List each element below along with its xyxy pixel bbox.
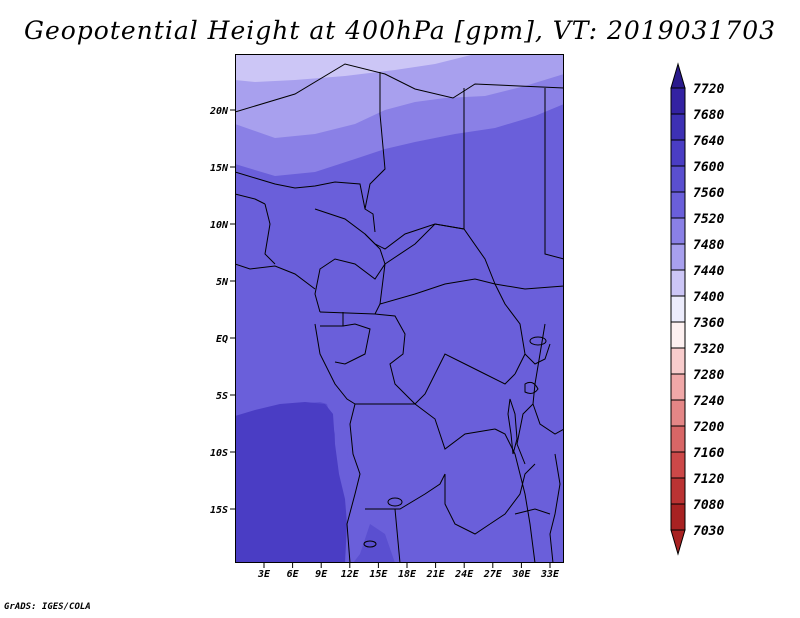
lat-tick-label: 20N	[209, 106, 229, 117]
colorbar-label: 7030	[693, 524, 724, 539]
lakes	[363, 336, 547, 548]
map-frame	[235, 54, 564, 563]
lat-tick-label: 10N	[210, 220, 229, 231]
lat-tick-label: 5S	[216, 391, 228, 402]
colorbar-segment	[670, 217, 686, 245]
longitude-axis: 3E 6E 9E 12E 15E 18E 21E 24E 27E 30E 33E	[257, 563, 560, 580]
colorbar-segment	[670, 243, 686, 271]
colorbar-label: 7160	[693, 446, 724, 461]
lat-tick-label: 15S	[210, 505, 228, 516]
lon-tick-label: 9E	[315, 569, 328, 580]
colorbar-label: 7560	[693, 186, 724, 201]
map-panel	[235, 54, 564, 563]
colorbar-label: 7520	[693, 212, 724, 227]
colorbar-segment	[670, 321, 686, 349]
grads-credit: GrADS: IGES/COLA	[4, 602, 91, 612]
colorbar-label: 7120	[693, 472, 724, 487]
colorbar-label: 7280	[693, 368, 724, 383]
lon-tick-label: 21E	[426, 569, 446, 580]
latitude-axis: 20N 15N 10N 5N EQ 5S 10S 15S	[209, 106, 235, 516]
band-7560	[235, 54, 564, 563]
lat-tick-label: 15N	[210, 163, 229, 174]
map-svg	[235, 54, 564, 563]
band-7640	[235, 402, 347, 563]
colorbar-segment	[670, 269, 686, 297]
colorbar-bottom-arrow	[670, 529, 686, 556]
lat-tick-label: EQ	[216, 334, 228, 345]
colorbar-segment	[670, 295, 686, 323]
colorbar-segment	[670, 165, 686, 193]
colorbar-label: 7680	[693, 108, 724, 123]
colorbar-label: 7440	[693, 264, 724, 279]
colorbar-segment	[670, 503, 686, 531]
colorbar-segment	[670, 373, 686, 401]
colorbar-segment	[670, 113, 686, 141]
colorbar-label: 7360	[693, 316, 724, 331]
lon-tick-label: 24E	[454, 569, 474, 580]
lon-tick-label: 33E	[540, 569, 560, 580]
lon-tick-label: 15E	[369, 569, 388, 580]
lon-tick-label: 12E	[341, 569, 360, 580]
lat-tick-label: 10S	[210, 448, 228, 459]
country-borders	[235, 63, 564, 563]
colorbar-segment	[670, 425, 686, 453]
lon-tick-label: 3E	[257, 569, 271, 580]
colorbar-label: 7640	[693, 134, 724, 149]
lat-tick-label: 5N	[216, 277, 229, 288]
colorbar-segment	[670, 477, 686, 505]
colorbar-label: 7720	[693, 82, 724, 97]
lon-tick-label: 18E	[398, 569, 417, 580]
lon-tick-label: 27E	[483, 569, 503, 580]
lon-tick-label: 30E	[511, 569, 531, 580]
colorbar-segment	[670, 139, 686, 167]
colorbar: 7720 7680 7640 7600 7560 7520 7480 7440 7400 7360…	[670, 62, 724, 556]
colorbar-segment	[670, 347, 686, 375]
colorbar-label: 7400	[693, 290, 724, 305]
colorbar-label: 7480	[693, 238, 724, 253]
colorbar-segment	[670, 191, 686, 219]
colorbar-label: 7320	[693, 342, 724, 357]
colorbar-segment	[670, 451, 686, 479]
lon-tick-label: 6E	[287, 569, 300, 580]
colorbar-label: 7600	[693, 160, 724, 175]
band-7440	[235, 54, 475, 82]
band-7560-south	[347, 399, 445, 509]
colorbar-label: 7240	[693, 394, 724, 409]
colorbar-segment	[670, 87, 686, 115]
colorbar-top-arrow	[670, 62, 686, 89]
colorbar-label: 7080	[693, 498, 724, 513]
colorbar-segment	[670, 399, 686, 427]
colorbar-label: 7200	[693, 420, 724, 435]
chart-title: Geopotential Height at 400hPa [gpm], VT:…	[23, 16, 777, 45]
